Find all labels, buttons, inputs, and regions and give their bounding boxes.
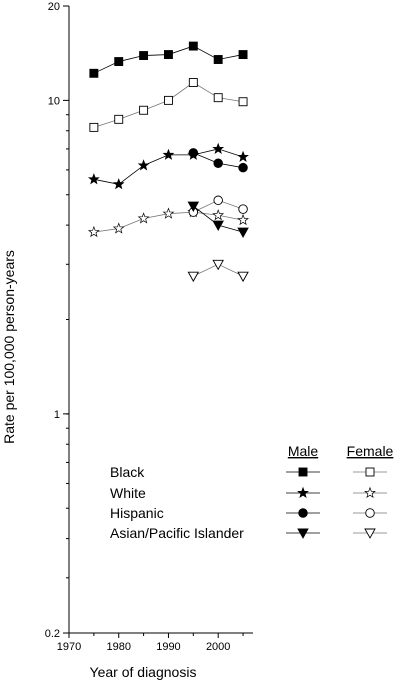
data-point-black-female: [89, 122, 99, 132]
legend-label-hispanic: Hispanic: [110, 505, 164, 521]
legend-marker-male-black: [298, 467, 308, 477]
legend-header-female: Female: [347, 443, 394, 459]
x-axis-title: Year of diagnosis: [90, 664, 197, 680]
data-point-white-female: [212, 209, 225, 221]
y-tick-label: 1: [54, 409, 60, 421]
data-point-black-female: [114, 114, 124, 124]
data-point-hispanic-male: [238, 162, 248, 173]
x-tick-label: 1990: [156, 641, 180, 653]
data-point-black-male: [188, 41, 198, 51]
data-point-black-female: [164, 95, 173, 105]
legend: Male Female Black White Hispanic Asian/Pacifi…: [110, 443, 394, 541]
x-tick-label: 2000: [206, 641, 230, 653]
x-tick-label: 1980: [106, 641, 130, 653]
y-tick-label: 10: [48, 95, 60, 107]
data-point-black-male: [238, 50, 248, 60]
data-point-black-male: [139, 51, 149, 60]
data-point-black-male: [114, 57, 124, 66]
data-point-black-female: [188, 78, 198, 87]
legend-marker-male-white: [297, 486, 309, 499]
data-point-hispanic-female: [213, 195, 223, 206]
data-point-black-female: [213, 93, 223, 103]
y-tick-label: 0.2: [45, 628, 60, 640]
data-point-hispanic-male: [213, 158, 223, 169]
data-point-white-male: [137, 159, 150, 171]
data-point-asian-pacific-islander-male: [212, 220, 224, 232]
x-tick-label: 1970: [57, 641, 81, 653]
data-point-white-male: [162, 148, 175, 160]
data-point-white-female: [237, 213, 249, 226]
legend-marker-female-black: [365, 467, 375, 477]
legend-label-asian-pacific-islander: Asian/Pacific Islander: [110, 525, 244, 541]
data-point-hispanic-female: [238, 204, 248, 214]
data-point-asian-pacific-islander-female: [237, 271, 249, 283]
data-point-asian-pacific-islander-male: [187, 201, 200, 213]
data-point-asian-pacific-islander-male: [237, 227, 249, 239]
data-point-asian-pacific-islander-female: [212, 259, 224, 271]
data-point-black-male: [164, 50, 173, 60]
data-point-black-male: [89, 68, 99, 78]
data-point-white-female: [112, 222, 125, 234]
y-axis-title: Rate per 100,000 person-years: [1, 250, 17, 444]
data-point-asian-pacific-islander-female: [187, 271, 200, 283]
data-point-white-female: [87, 225, 100, 238]
data-point-white-male: [112, 178, 125, 190]
legend-marker-female-white: [364, 486, 376, 499]
y-tick-label: 20: [48, 1, 60, 13]
data-point-black-male: [213, 55, 223, 64]
axes: 1970 1980 1990 2000 0.2 1 10 20: [45, 1, 253, 653]
series-markers: [87, 41, 249, 283]
legend-marker-male-hispanic: [298, 508, 308, 518]
legend-label-black: Black: [110, 464, 145, 480]
data-point-black-female: [238, 97, 248, 107]
data-point-white-male: [87, 173, 100, 185]
legend-header-male: Male: [288, 443, 319, 459]
data-point-white-male: [212, 142, 225, 154]
data-point-white-female: [162, 207, 175, 219]
legend-marker-female-asian-pacific-islander: [364, 528, 376, 539]
data-point-hispanic-male: [188, 148, 199, 158]
data-point-white-female: [137, 212, 150, 224]
legend-label-white: White: [110, 485, 146, 501]
data-point-white-male: [237, 150, 249, 162]
legend-marker-female-hispanic: [365, 508, 375, 518]
data-point-black-female: [139, 105, 149, 115]
legend-marker-male-asian-pacific-islander: [297, 528, 309, 539]
